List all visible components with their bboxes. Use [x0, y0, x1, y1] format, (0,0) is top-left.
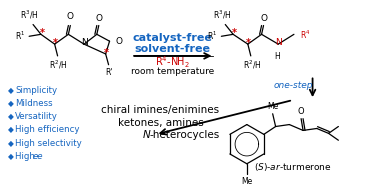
Text: R$^2$/H: R$^2$/H: [50, 59, 68, 71]
Text: ◆: ◆: [8, 86, 14, 95]
Text: R$^3$/H: R$^3$/H: [213, 8, 232, 21]
Text: *: *: [104, 48, 109, 58]
Text: R': R': [105, 68, 112, 77]
Text: ◆: ◆: [8, 139, 14, 148]
Text: *: *: [246, 38, 251, 48]
Text: Me: Me: [267, 102, 278, 111]
Text: R$^4$-NH$_2$: R$^4$-NH$_2$: [155, 54, 190, 70]
Text: High efficiency: High efficiency: [15, 125, 80, 134]
Text: chiral imines/enimines: chiral imines/enimines: [102, 105, 220, 115]
Text: O: O: [67, 12, 74, 21]
Text: Me: Me: [241, 177, 253, 186]
Text: N: N: [81, 38, 87, 47]
Text: -heterocycles: -heterocycles: [150, 130, 220, 140]
Text: N: N: [275, 38, 282, 47]
Text: R$^1$: R$^1$: [15, 29, 25, 42]
Text: catalyst-free: catalyst-free: [132, 33, 212, 43]
Text: O: O: [115, 37, 122, 46]
Text: ◆: ◆: [8, 152, 14, 161]
Text: Mildness: Mildness: [15, 99, 53, 108]
Text: R$^3$/H: R$^3$/H: [20, 8, 39, 21]
Text: R$^1$: R$^1$: [207, 29, 217, 42]
Text: O: O: [298, 107, 304, 116]
Text: R$^4$: R$^4$: [300, 28, 310, 41]
Text: solvent-free: solvent-free: [134, 44, 210, 54]
Text: High selectivity: High selectivity: [15, 139, 82, 148]
Text: *: *: [39, 28, 44, 38]
Text: ketones, amines: ketones, amines: [118, 118, 203, 128]
Text: ◆: ◆: [8, 112, 14, 121]
Text: R$^2$/H: R$^2$/H: [243, 59, 261, 71]
Text: room temperature: room temperature: [131, 67, 214, 76]
Text: H: H: [274, 52, 280, 61]
Text: High: High: [15, 152, 38, 161]
Text: $(S)$-$ar$-turmerone: $(S)$-$ar$-turmerone: [254, 161, 332, 173]
Text: Simplicity: Simplicity: [15, 86, 57, 95]
Text: ◆: ◆: [8, 99, 14, 108]
Text: ee: ee: [33, 152, 43, 161]
Text: one-step: one-step: [273, 81, 313, 90]
Text: N: N: [143, 130, 151, 140]
Text: Versatility: Versatility: [15, 112, 58, 121]
Text: O: O: [260, 13, 267, 23]
Text: ◆: ◆: [8, 125, 14, 134]
Text: O: O: [95, 13, 102, 23]
Text: *: *: [53, 38, 58, 48]
Text: *: *: [232, 28, 237, 38]
